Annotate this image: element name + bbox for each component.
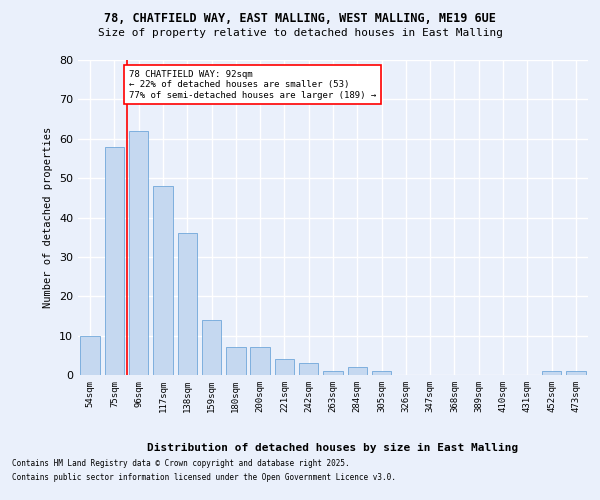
Bar [178,233,197,375]
Bar [299,363,319,375]
Y-axis label: Number of detached properties: Number of detached properties [43,127,53,308]
Bar [275,359,294,375]
Text: Distribution of detached houses by size in East Malling: Distribution of detached houses by size … [148,442,518,452]
Text: Contains public sector information licensed under the Open Government Licence v3: Contains public sector information licen… [12,474,396,482]
Bar [202,320,221,375]
Bar [250,348,270,375]
Bar [566,371,586,375]
Bar [105,146,124,375]
Bar [153,186,173,375]
Bar [80,336,100,375]
Text: 78 CHATFIELD WAY: 92sqm
← 22% of detached houses are smaller (53)
77% of semi-de: 78 CHATFIELD WAY: 92sqm ← 22% of detache… [129,70,376,100]
Bar [372,371,391,375]
Text: Size of property relative to detached houses in East Malling: Size of property relative to detached ho… [97,28,503,38]
Bar [129,131,148,375]
Bar [542,371,561,375]
Text: Contains HM Land Registry data © Crown copyright and database right 2025.: Contains HM Land Registry data © Crown c… [12,458,350,468]
Text: 78, CHATFIELD WAY, EAST MALLING, WEST MALLING, ME19 6UE: 78, CHATFIELD WAY, EAST MALLING, WEST MA… [104,12,496,26]
Bar [347,367,367,375]
Bar [323,371,343,375]
Bar [226,348,245,375]
